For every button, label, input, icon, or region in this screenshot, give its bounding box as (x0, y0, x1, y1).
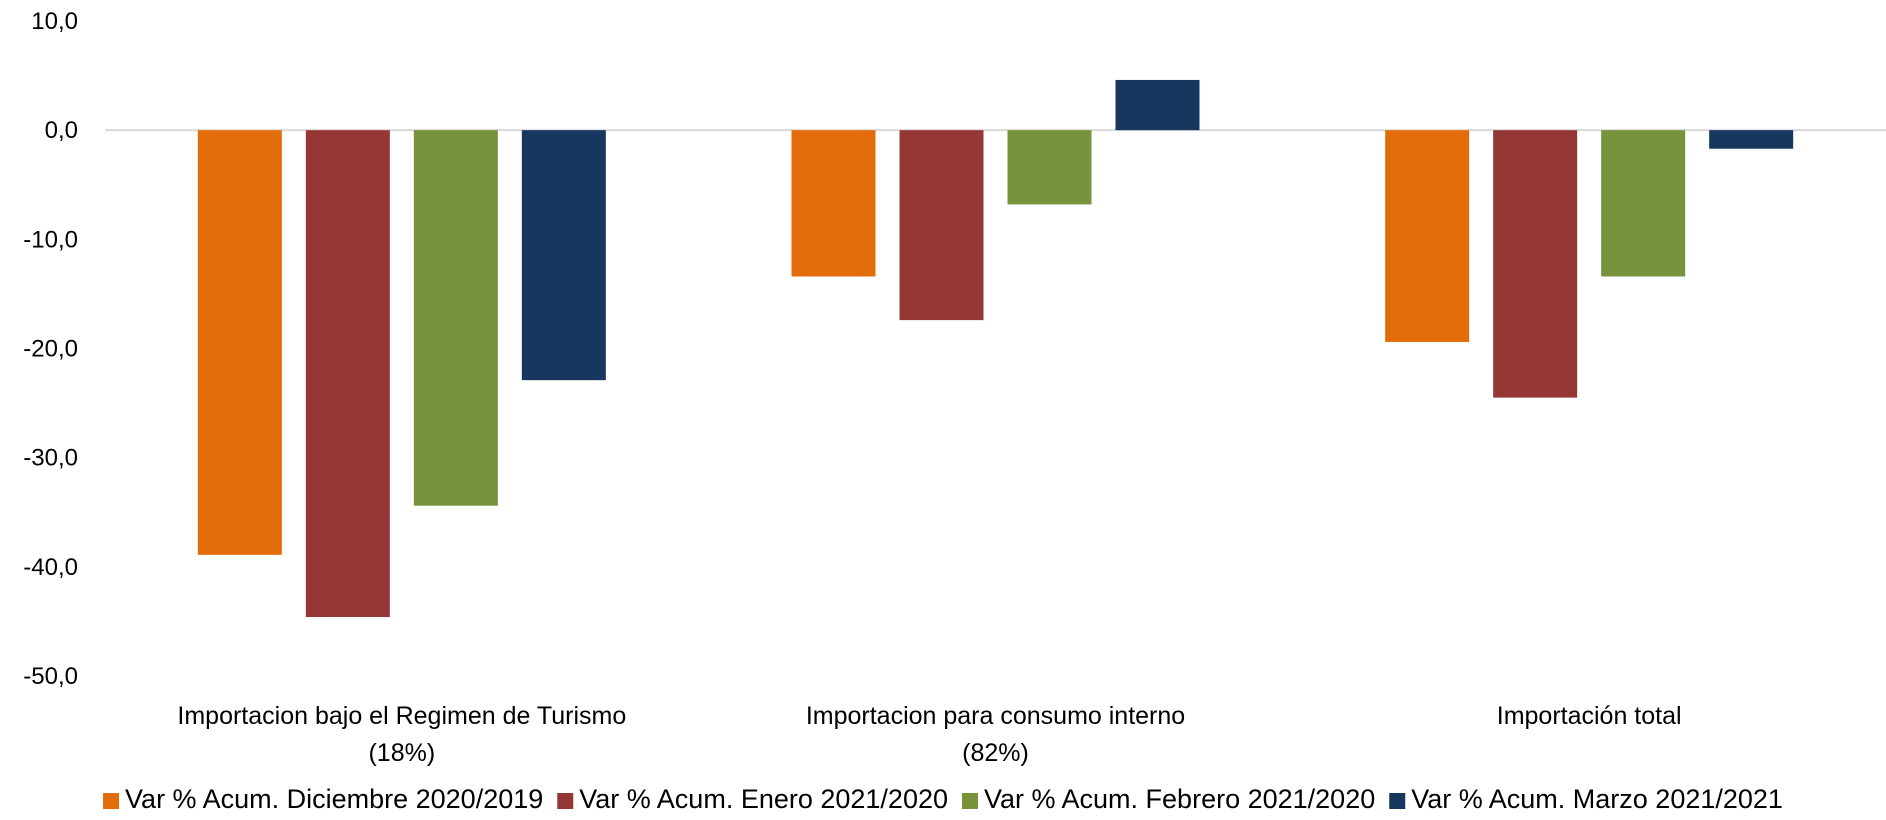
x-category-label: (18%) (368, 739, 435, 767)
x-category-label: Importacion para consumo interno (806, 702, 1185, 730)
legend-item: Var % Acum. Diciembre 2020/2019 (103, 784, 543, 814)
y-tick-label: -30,0 (23, 445, 78, 472)
bar (305, 130, 390, 618)
legend-label: Var % Acum. Febrero 2021/2020 (984, 784, 1375, 814)
legend-item: Var % Acum. Marzo 2021/2021 (1389, 784, 1783, 814)
legend-swatch (962, 793, 979, 809)
bar (1493, 130, 1578, 398)
y-tick-label: -10,0 (23, 226, 78, 253)
legend-swatch (1389, 793, 1406, 809)
x-category-label: (82%) (962, 739, 1029, 767)
y-axis: 10,0 0,0 -10,0 -20,0 -30,0 -40,0 -50,0 (23, 8, 78, 690)
bar (1601, 130, 1686, 277)
legend: Var % Acum. Diciembre 2020/2019 Var % Acu… (103, 784, 1783, 814)
x-axis-labels: Importacion bajo el Regimen de Turismo (1… (177, 702, 1681, 767)
y-tick-label: -20,0 (23, 336, 78, 363)
x-category-label: Importación total (1497, 702, 1682, 730)
bar (413, 130, 498, 506)
y-tick-label: -50,0 (23, 663, 78, 690)
legend-swatch (103, 793, 120, 809)
bar (899, 130, 984, 321)
y-tick-label: -40,0 (23, 554, 78, 581)
y-tick-label: 0,0 (45, 117, 78, 144)
x-category-label: Importacion bajo el Regimen de Turismo (177, 702, 626, 730)
legend-swatch (557, 793, 574, 809)
bar (1709, 130, 1794, 149)
bar (197, 130, 282, 555)
bars (197, 79, 1794, 618)
bar (1385, 130, 1470, 342)
legend-label: Var % Acum. Enero 2021/2020 (579, 784, 948, 814)
bar (1115, 79, 1200, 131)
y-tick-label: 10,0 (31, 8, 78, 35)
legend-item: Var % Acum. Enero 2021/2020 (557, 784, 948, 814)
legend-label: Var % Acum. Diciembre 2020/2019 (125, 784, 543, 814)
legend-item: Var % Acum. Febrero 2021/2020 (962, 784, 1375, 814)
bar (791, 130, 876, 277)
bar (1007, 130, 1092, 205)
legend-label: Var % Acum. Marzo 2021/2021 (1411, 784, 1783, 814)
bar (521, 130, 606, 381)
